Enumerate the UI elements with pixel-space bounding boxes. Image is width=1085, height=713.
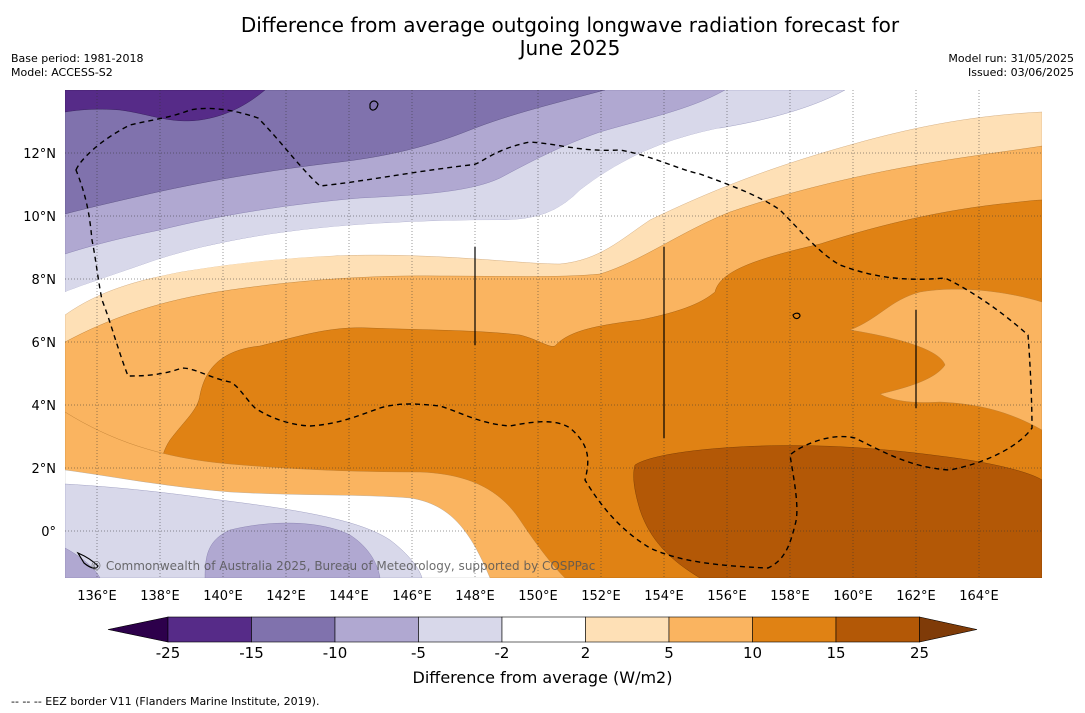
- lon-tick-label: 160°E: [833, 589, 873, 604]
- colorbar-segment: [251, 616, 336, 643]
- title-line-2: June 2025: [519, 36, 621, 60]
- colorbar-tick-label: 2: [581, 644, 591, 662]
- colorbar-over-arrow: [919, 616, 978, 643]
- lat-tick-label: 4°N: [32, 399, 57, 414]
- colorbar-segment: [752, 616, 837, 643]
- latitude-labels: 12°N 10°N 8°N 6°N 4°N 2°N 0°: [23, 147, 56, 540]
- colorbar-segment: [835, 616, 920, 643]
- lat-tick-label: 6°N: [32, 336, 57, 351]
- band-minus10-to-minus5-corner: [65, 547, 101, 578]
- band-minus25-to-minus15-north: [65, 90, 266, 122]
- map-title: Difference from average outgoing longwav…: [0, 14, 1085, 60]
- lon-tick-label: 156°E: [707, 589, 747, 604]
- colorbar-segment: [501, 616, 586, 643]
- eez-legend: -- -- -- EEZ border V11 (Flanders Marine…: [11, 695, 320, 708]
- model-name: Model: ACCESS-S2: [11, 66, 113, 79]
- colorbar-tick-label: 5: [664, 644, 674, 662]
- lon-tick-label: 138°E: [140, 589, 180, 604]
- lon-tick-label: 148°E: [455, 589, 495, 604]
- lat-tick-label: 8°N: [32, 273, 57, 288]
- colorbar-tick-label: -15: [239, 644, 264, 662]
- colorbar-tick-label: -2: [495, 644, 510, 662]
- colorbar-segment: [585, 616, 670, 643]
- colorbar-tick-label: 15: [826, 644, 845, 662]
- copyright-text: © Commonwealth of Australia 2025, Bureau…: [90, 559, 595, 573]
- colorbar-tick-label: -10: [323, 644, 348, 662]
- lon-tick-label: 162°E: [896, 589, 936, 604]
- island-mark: [369, 100, 379, 111]
- lon-tick-label: 158°E: [770, 589, 810, 604]
- islands: [76, 100, 917, 569]
- lon-tick-label: 150°E: [518, 589, 558, 604]
- colorbar-tick-label: 25: [910, 644, 929, 662]
- lat-tick-label: 0°: [41, 525, 56, 540]
- lon-tick-label: 140°E: [203, 589, 243, 604]
- meta-left: Base period: 1981-2018 Model: ACCESS-S2: [11, 52, 143, 80]
- issued-date: Issued: 03/06/2025: [967, 66, 1074, 79]
- lat-tick-label: 12°N: [23, 147, 56, 162]
- lon-tick-label: 146°E: [392, 589, 432, 604]
- colorbar-tick-label: -5: [411, 644, 426, 662]
- colorbar-segment: [334, 616, 419, 643]
- band-neutral-north: [65, 128, 720, 300]
- lat-tick-label: 2°N: [32, 462, 57, 477]
- base-period: Base period: 1981-2018: [11, 52, 144, 65]
- lon-tick-label: 142°E: [266, 589, 306, 604]
- colorbar-segment: [418, 616, 503, 643]
- band-minus15-to-minus10-north: [65, 90, 606, 215]
- band-5-to-10-east: [849, 289, 1042, 431]
- title-line-1: Difference from average outgoing longwav…: [240, 13, 900, 37]
- lon-tick-label: 136°E: [77, 589, 117, 604]
- island-mark: [792, 312, 801, 320]
- island-mark: [76, 551, 99, 569]
- lon-tick-label: 152°E: [581, 589, 621, 604]
- colorbar-under-arrow: [107, 616, 169, 643]
- meta-right: Model run: 31/05/2025 Issued: 03/06/2025: [948, 52, 1074, 80]
- eez-border: [75, 107, 1033, 569]
- colorbar-tick-label: 10: [743, 644, 762, 662]
- colorbar-segment: [668, 616, 753, 643]
- lon-tick-label: 154°E: [644, 589, 684, 604]
- lon-tick-label: 164°E: [959, 589, 999, 604]
- colorbar-segment: [167, 616, 252, 643]
- colorbar-title: Difference from average (W/m2): [412, 668, 673, 687]
- longitude-labels: 136°E 138°E 140°E 142°E 144°E 146°E 148°E 150°E…: [77, 589, 999, 604]
- lon-tick-label: 144°E: [329, 589, 369, 604]
- map-fields: [65, 90, 1042, 578]
- lat-tick-label: 10°N: [23, 210, 56, 225]
- colorbar: -25 -15 -10 -5 -2 2 5 10 15 25: [107, 616, 978, 662]
- band-15-to-25: [633, 445, 1042, 578]
- colorbar-tick-label: -25: [156, 644, 181, 662]
- band-minus10-to-minus5-south: [204, 522, 381, 578]
- model-run: Model run: 31/05/2025: [948, 52, 1074, 65]
